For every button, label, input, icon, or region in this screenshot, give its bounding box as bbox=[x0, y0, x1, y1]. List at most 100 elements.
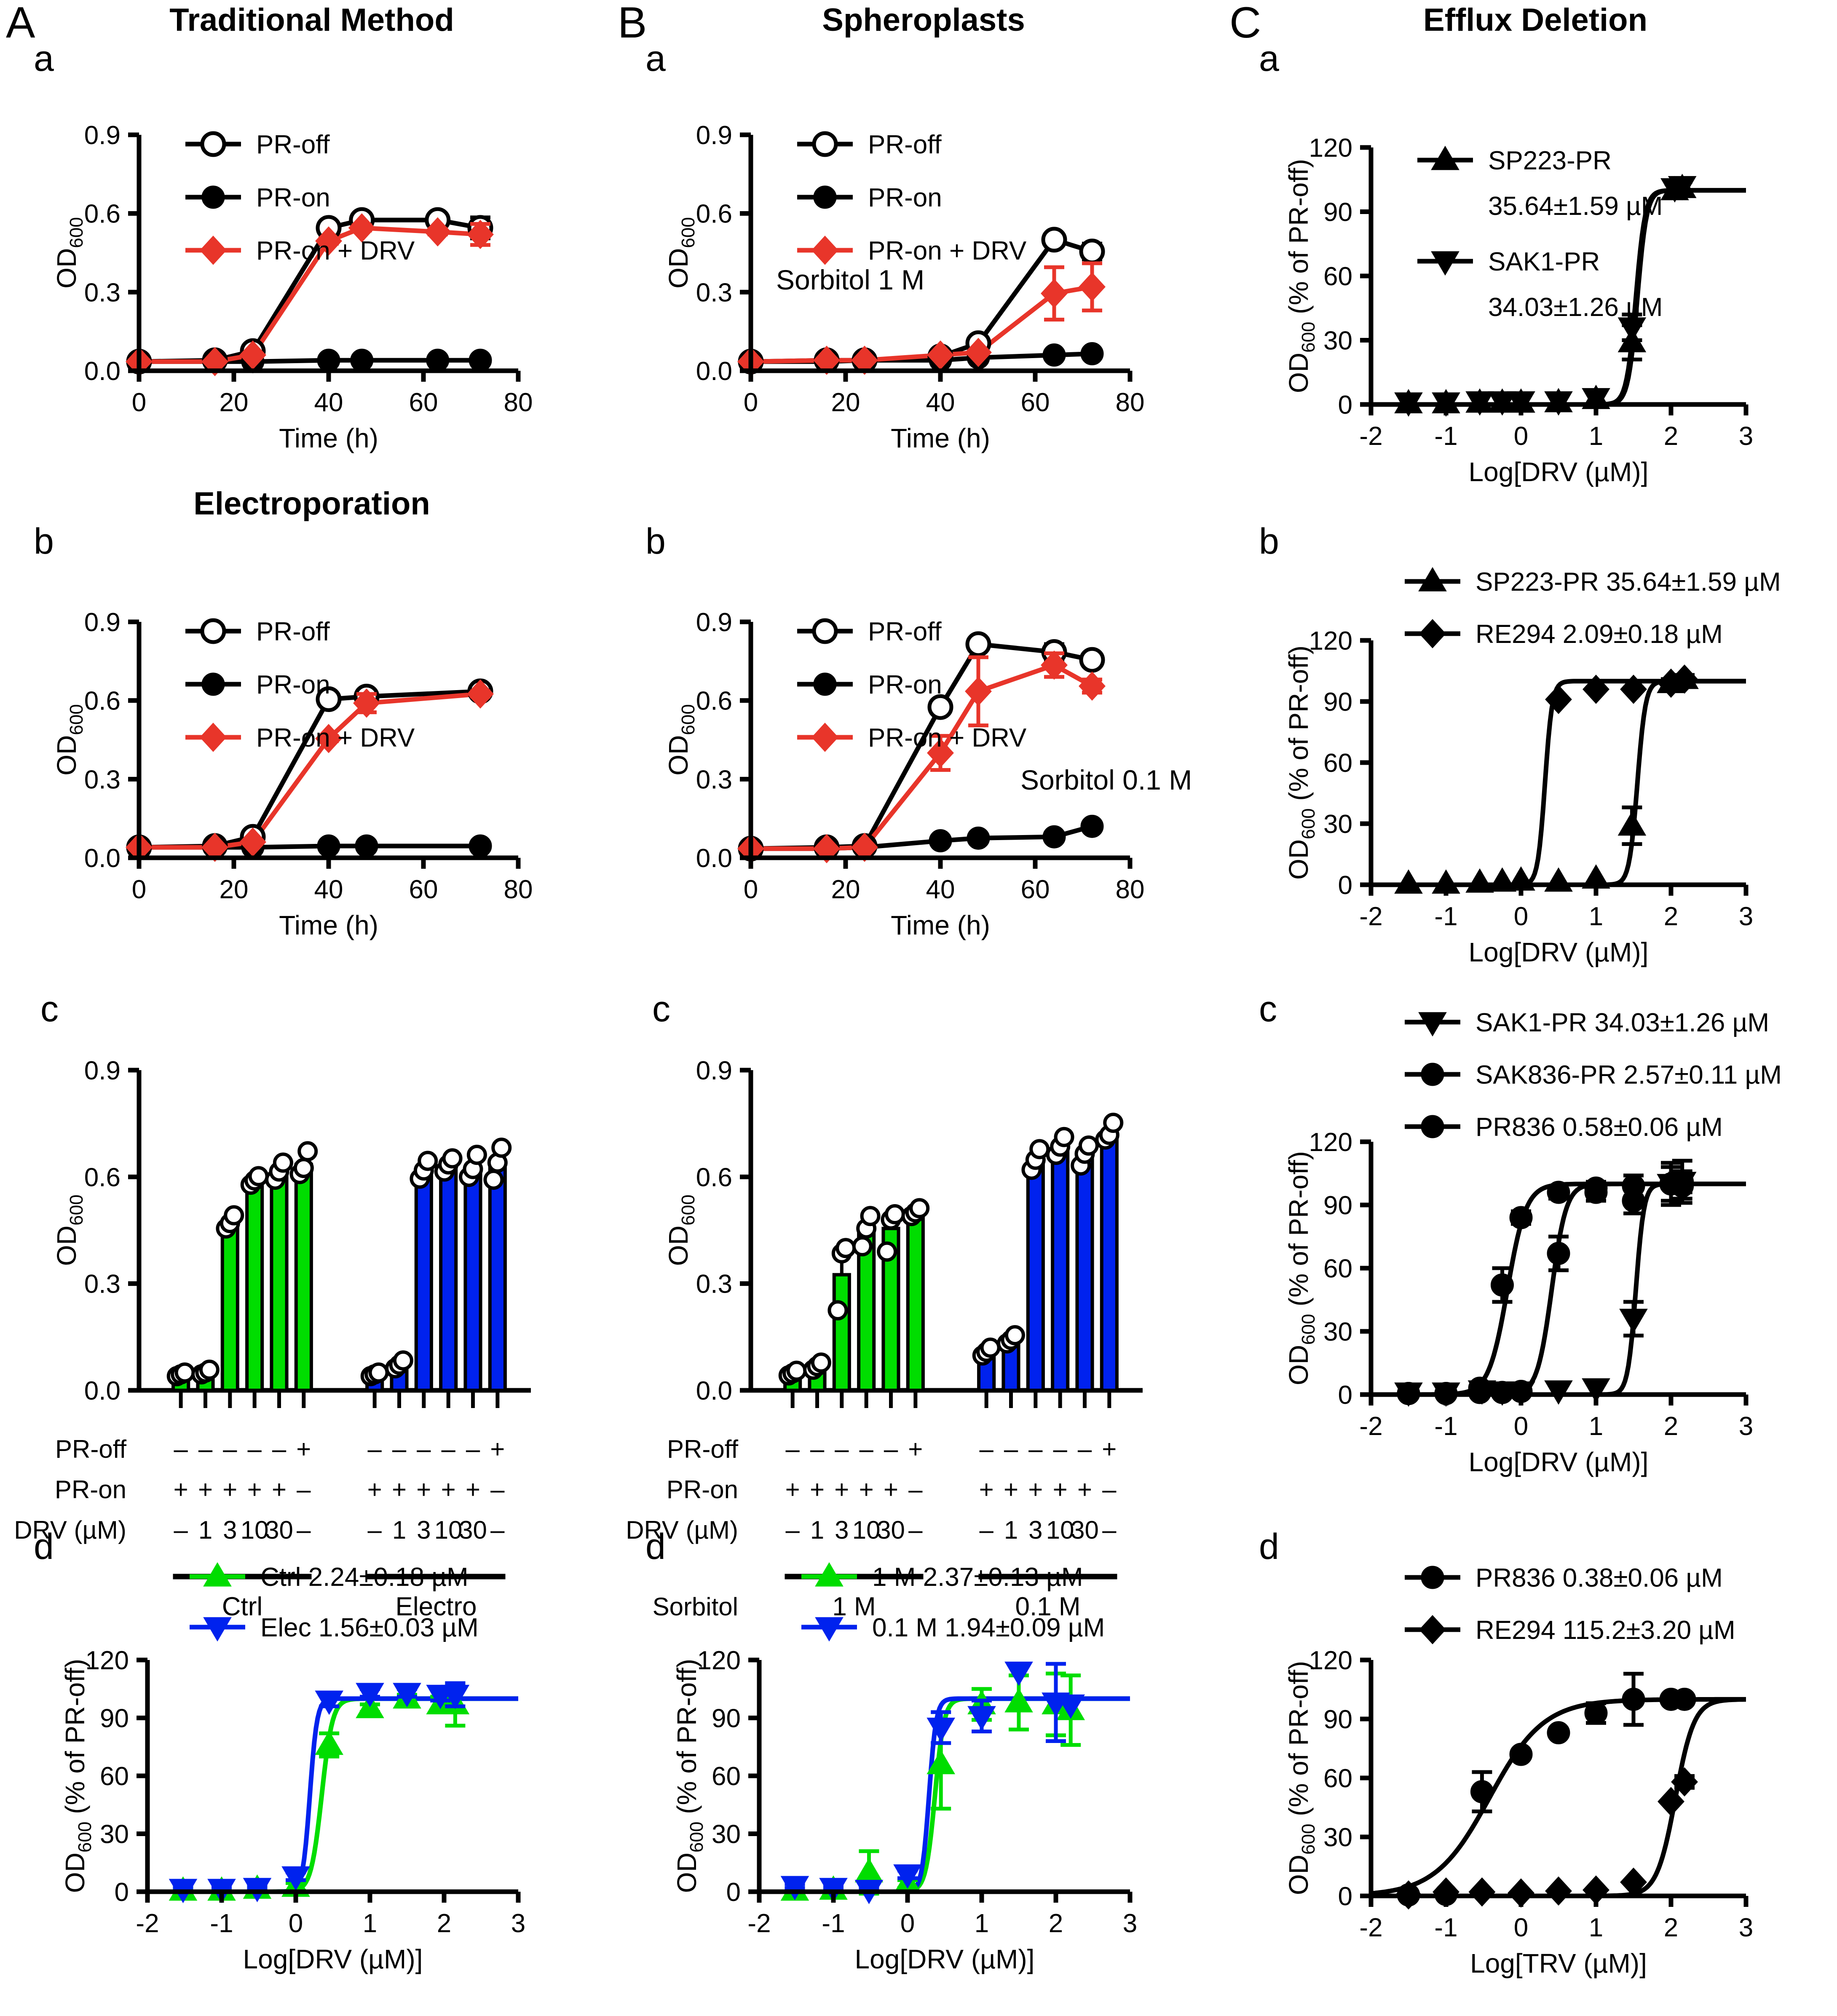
legend-marker bbox=[815, 1617, 844, 1642]
x-tick-label: -1 bbox=[210, 1909, 233, 1938]
y-axis-label-text: OD600 bbox=[51, 704, 87, 775]
x-tick-label: 0 bbox=[289, 1909, 303, 1938]
column-title-A: Traditional Method bbox=[169, 2, 454, 38]
sub-letter-Ad: d bbox=[34, 1526, 54, 1567]
condition-symbol: + bbox=[367, 1475, 382, 1504]
condition-symbol: – bbox=[174, 1516, 188, 1544]
legend-label: RE294 2.09±0.18 µM bbox=[1475, 620, 1723, 649]
sub-letter-Bd: d bbox=[645, 1526, 666, 1567]
legend-marker bbox=[200, 236, 227, 265]
condition-symbol: + bbox=[1028, 1475, 1043, 1504]
sub-letter-Ab: b bbox=[34, 521, 54, 562]
data-point bbox=[1583, 675, 1609, 704]
condition-symbol: – bbox=[859, 1435, 873, 1463]
data-point bbox=[1042, 343, 1066, 367]
data-point bbox=[441, 1684, 470, 1709]
replicate-point bbox=[224, 1205, 244, 1226]
bar bbox=[220, 1221, 239, 1392]
x-tick-label: -1 bbox=[1434, 1913, 1457, 1942]
replicate-point bbox=[297, 1141, 318, 1162]
legend-marker bbox=[200, 131, 226, 157]
legend-marker bbox=[811, 236, 838, 265]
y-tick-label: 30 bbox=[712, 1820, 741, 1849]
y-tick-label: 60 bbox=[1323, 1764, 1352, 1793]
data-point bbox=[315, 226, 342, 256]
y-tick-label: 0.0 bbox=[84, 357, 121, 386]
data-point bbox=[1004, 1688, 1033, 1713]
condition-symbol: – bbox=[223, 1435, 237, 1463]
data-point bbox=[813, 834, 840, 863]
x-tick-label: 3 bbox=[1739, 1913, 1753, 1942]
data-point bbox=[929, 829, 952, 853]
condition-symbol: – bbox=[979, 1516, 993, 1544]
panel-Cb: 0 30 60 90 120 -2 -1 0 1 2 3 Log[DRV (µM)] OD600 (% … bbox=[1224, 565, 1781, 990]
panel-letter-C: C bbox=[1229, 0, 1261, 47]
condition-symbol: – bbox=[1102, 1475, 1117, 1504]
data-point bbox=[1582, 388, 1610, 412]
legend-label: Elec 1.56±0.03 µM bbox=[260, 1613, 479, 1642]
data-point bbox=[1465, 868, 1494, 893]
condition-row-label: PR-off bbox=[55, 1435, 126, 1463]
sub-letter-Bc: c bbox=[652, 989, 670, 1029]
condition-symbol: – bbox=[441, 1435, 455, 1463]
y-axis-label: OD600 bbox=[663, 217, 699, 288]
data-point bbox=[1671, 1170, 1694, 1194]
x-tick-label: 3 bbox=[1123, 1909, 1137, 1938]
y-tick-label: 0 bbox=[1338, 1381, 1352, 1410]
y-tick-label: 0.6 bbox=[84, 200, 121, 229]
sub-letter-Aa: a bbox=[34, 38, 54, 79]
data-point bbox=[353, 688, 380, 718]
replicate-point bbox=[980, 1337, 1001, 1358]
panel-title-electroporation: Electroporation bbox=[193, 486, 430, 522]
data-point bbox=[1622, 1174, 1645, 1198]
legend-marker bbox=[1421, 1115, 1444, 1138]
legend-label: SAK1-PR 34.03±1.26 µM bbox=[1475, 1008, 1769, 1037]
data-point bbox=[1509, 1743, 1533, 1766]
y-tick-label: 90 bbox=[1323, 688, 1352, 717]
legend-label: PR-on + DRV bbox=[256, 236, 415, 265]
condition-symbol: + bbox=[296, 1435, 311, 1463]
y-tick-label: 60 bbox=[1323, 262, 1352, 291]
chart-Cd: 0 30 60 90 120 -2 -1 0 1 2 3 Log[TRV (µM)] OD600 (% … bbox=[1283, 1564, 1753, 1979]
y-tick-label: 0.3 bbox=[84, 765, 121, 794]
condition-symbol: 1 bbox=[810, 1516, 824, 1544]
data-point bbox=[467, 679, 494, 709]
legend-Ca: SP223-PR 35.64±1.59 µM SAK1-PR 34.03±1.26 µ… bbox=[1417, 145, 1663, 322]
axes: 0 30 60 90 120 -2 -1 0 1 2 3 bbox=[86, 1646, 526, 1938]
replicate-point bbox=[1004, 1325, 1025, 1346]
condition-symbol: + bbox=[247, 1475, 262, 1504]
y-tick-label: 0.6 bbox=[84, 687, 121, 716]
x-tick-label: 20 bbox=[831, 388, 860, 417]
data-point bbox=[965, 337, 992, 367]
y-tick-label: 0.9 bbox=[84, 1056, 121, 1085]
data-point bbox=[424, 217, 451, 246]
legend-label: SP223-PR 35.64±1.59 µM bbox=[1475, 568, 1781, 597]
condition-symbol: + bbox=[174, 1475, 188, 1504]
plot-area bbox=[147, 1681, 518, 1904]
data-point bbox=[927, 1750, 956, 1775]
condition-row-label: PR-off bbox=[667, 1435, 738, 1463]
legend-marker bbox=[1419, 1615, 1446, 1644]
legend-marker bbox=[1431, 251, 1459, 276]
x-axis-label: Log[DRV (µM)] bbox=[1469, 937, 1649, 967]
legend-marker bbox=[1418, 567, 1447, 592]
y-tick-label: 0.6 bbox=[84, 1163, 121, 1192]
bar bbox=[488, 1165, 507, 1392]
replicate-point bbox=[442, 1148, 463, 1169]
data-point bbox=[1079, 272, 1106, 302]
legend-marker bbox=[203, 1562, 232, 1587]
condition-symbol: 10 bbox=[1046, 1516, 1074, 1544]
y-axis-label: OD600 (% of PR-off) bbox=[60, 1659, 95, 1893]
chart-Cc: 0 30 60 90 120 -2 -1 0 1 2 3 Log[DRV (µM)] OD600 (% … bbox=[1283, 1008, 1782, 1477]
legend-label: PR-on bbox=[256, 670, 330, 699]
legend-marker bbox=[1421, 1063, 1444, 1086]
replicate-point bbox=[174, 1362, 195, 1383]
y-tick-label: 30 bbox=[1323, 810, 1352, 839]
x-axis-label: Log[DRV (µM)] bbox=[243, 1944, 423, 1974]
x-tick-label: 3 bbox=[511, 1909, 525, 1938]
axes: 0.0 0.3 0.6 0.9 0 20 40 60 80 bbox=[696, 608, 1145, 904]
condition-symbol: 30 bbox=[459, 1516, 487, 1544]
y-tick-label: 60 bbox=[100, 1762, 129, 1791]
legend-label: PR-off bbox=[256, 617, 330, 646]
